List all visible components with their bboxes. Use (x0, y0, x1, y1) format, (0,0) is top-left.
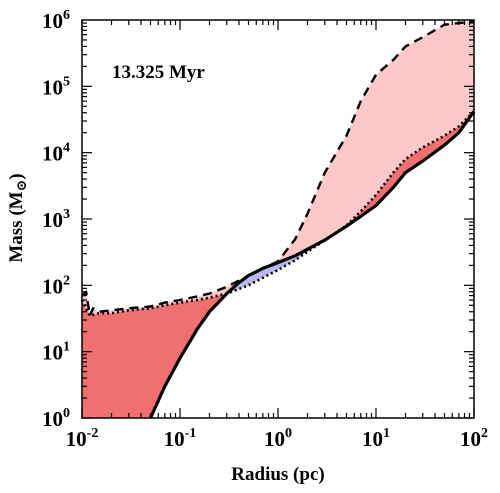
pink-region (82, 21, 474, 316)
x-tick-label: 101 (362, 426, 390, 451)
x-tick-label: 100 (264, 426, 292, 451)
solar-symbol: ⊙ (15, 180, 30, 192)
y-axis-label-text: Mass (M (6, 191, 27, 262)
y-tick-label: 105 (42, 74, 70, 99)
y-tick-label: 100 (42, 406, 70, 431)
shaded-regions (82, 21, 474, 418)
x-tick-label: 10-2 (66, 426, 99, 451)
solid-line (149, 110, 476, 419)
y-tick-label: 102 (42, 273, 70, 298)
y-tick-label: 101 (42, 340, 70, 365)
dashed-line (81, 20, 475, 317)
dotted-line (80, 110, 475, 317)
y-tick-label: 104 (42, 141, 70, 166)
y-tick-label: 106 (42, 8, 70, 33)
red-region (82, 293, 227, 418)
red-region (325, 111, 474, 240)
series-lines (80, 20, 476, 419)
x-tick-label: 102 (460, 426, 488, 451)
y-axis-label-close: ) (6, 173, 27, 179)
x-axis-label: Radius (pc) (231, 464, 324, 485)
tick-labels: 10-2 10-1 100 101 102 100 101 102 103 104 105 106 (42, 8, 488, 451)
y-axis-label: Mass (M⊙) (6, 173, 30, 262)
y-tick-label: 103 (42, 207, 70, 232)
x-tick-label: 10-1 (164, 426, 197, 451)
time-annotation: 13.325 Myr (112, 62, 205, 83)
axis-ticks (81, 20, 475, 419)
